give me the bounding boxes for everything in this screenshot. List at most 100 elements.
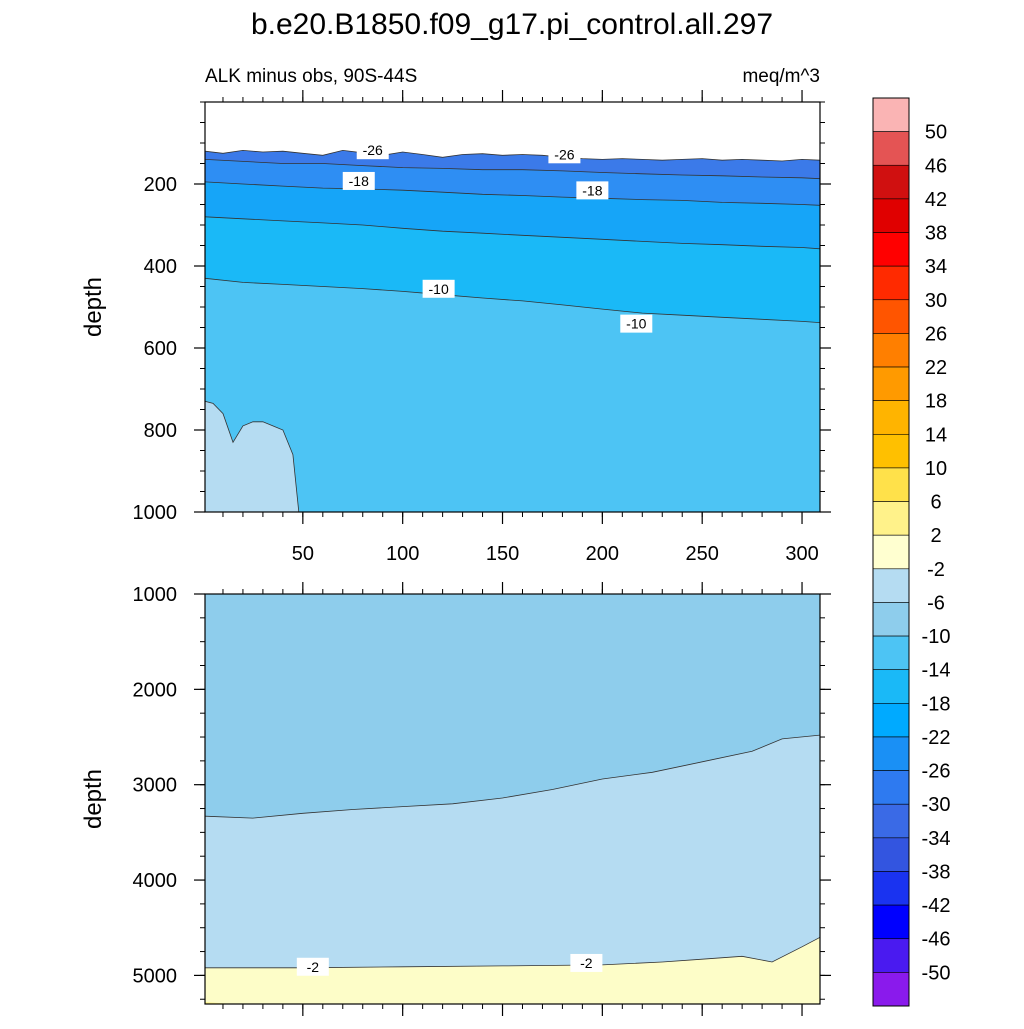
top-panel-contour-2 [205, 181, 820, 206]
top-panel-contour-0 [205, 149, 820, 162]
colorbar-label-10: 10 [925, 458, 947, 480]
colorbar-swatch-4 [872, 232, 910, 267]
colorbar-swatch-22 [872, 837, 910, 872]
top-panel-y-tick-label-2: 600 [144, 338, 177, 360]
bottom-panel-fill-2 [205, 937, 820, 1004]
colorbar-label-24: -46 [922, 929, 951, 951]
colorbar-swatch-23 [872, 871, 910, 906]
colorbar-label-2: 42 [925, 189, 947, 211]
colorbar-label-16: -14 [922, 660, 951, 682]
colorbar-swatch-11 [872, 467, 910, 502]
top-panel-fills [205, 149, 820, 517]
colorbar-swatch-16 [872, 635, 910, 671]
colorbar-swatch-7 [872, 333, 910, 368]
colorbar-label-11: 6 [930, 492, 941, 514]
colorbar-label-5: 30 [925, 290, 947, 312]
colorbar-swatch-26 [872, 972, 910, 1007]
top-panel-contour-label-bg-3 [576, 181, 609, 200]
colorbar-swatch-20 [872, 770, 910, 805]
top-panel-contour-label-3: -18 [582, 182, 602, 198]
bottom-panel-fills [205, 594, 820, 1004]
top-panel-contour-6 [205, 400, 300, 512]
colorbar-swatch-3 [872, 198, 910, 233]
colorbar-swatch-21 [872, 803, 910, 839]
colorbar-swatch-0 [872, 97, 910, 132]
colorbar-swatch-1 [872, 131, 910, 166]
top-panel-x-tick-label-2: 150 [486, 543, 519, 565]
bottom-panel-contour-label-bg-1 [570, 953, 603, 972]
bottom-panel-contour-label-1: -2 [580, 955, 593, 971]
colorbar-label-8: 18 [925, 391, 947, 413]
top-panel-contour-label-bg-2 [342, 171, 375, 190]
top-panel-contour-label-4: -10 [429, 281, 449, 297]
colorbar-swatch-14 [872, 568, 910, 603]
colorbar-frame [872, 97, 910, 1007]
bottom-panel-contour-label-0: -2 [307, 959, 320, 975]
units-label: meq/m^3 [742, 66, 820, 87]
colorbar-label-23: -42 [922, 895, 951, 917]
colorbar-label-4: 34 [925, 256, 947, 278]
bottom-panel-contour-label-bg-0 [296, 957, 329, 976]
top-panel-fill-5 [205, 512, 299, 517]
colorbar-label-13: -2 [927, 559, 945, 581]
colorbar-swatch-6 [872, 299, 910, 334]
colorbar-label-12: 2 [930, 525, 941, 547]
bottom-panel-y-tick-label-1: 2000 [133, 679, 178, 701]
top-panel-x-tick-label-0: 50 [292, 543, 314, 565]
bottom-panel-frame [204, 593, 821, 1005]
colorbar-label-6: 26 [925, 323, 947, 345]
colorbar-label-9: 14 [925, 424, 947, 446]
top-panel-ylabel: depth [80, 277, 107, 337]
colorbar-label-21: -34 [922, 828, 951, 850]
top-panel-contour-label-bg-1 [548, 145, 581, 164]
colorbar-label-0: 50 [925, 122, 947, 144]
top-panel-y-tick-label-4: 1000 [133, 502, 178, 524]
colorbar-swatch-2 [872, 164, 910, 200]
top-panel-x-tick-label-3: 200 [586, 543, 619, 565]
top-panel-contour-label-5: -10 [626, 316, 646, 332]
colorbar-swatch-8 [872, 366, 910, 401]
colorbar-swatch-5 [872, 265, 910, 301]
top-panel-contour-label-bg-4 [422, 279, 455, 298]
top-panel-y-tick-label-1: 400 [144, 256, 177, 278]
colorbar-label-7: 22 [925, 357, 947, 379]
colorbar-swatch-15 [872, 602, 910, 637]
colorbar-swatch-9 [872, 400, 910, 435]
colorbar-label-17: -18 [922, 693, 951, 715]
top-panel-y-tick-label-0: 200 [144, 174, 177, 196]
bottom-panel-y-tick-label-2: 3000 [133, 775, 178, 797]
top-panel-contour-label-2: -18 [349, 173, 369, 189]
colorbar-label-22: -38 [922, 861, 951, 883]
top-panel-contour-label-bg-5 [620, 314, 653, 333]
top-panel-y-tick-label-3: 800 [144, 420, 177, 442]
bottom-panel-contour-1 [205, 734, 820, 819]
colorbar-swatch-25 [872, 938, 910, 973]
colorbar-swatch-13 [872, 534, 910, 570]
colorbar-label-15: -10 [922, 626, 951, 648]
colorbar-label-25: -50 [922, 962, 951, 984]
top-panel-fill-6 [205, 401, 299, 512]
colorbar-label-20: -30 [922, 794, 951, 816]
top-panel-contour-3 [205, 216, 820, 250]
colorbar-swatch-12 [872, 501, 910, 536]
colorbar-label-18: -22 [922, 727, 951, 749]
top-panel-fill-4 [205, 278, 820, 512]
colorbar-swatch-24 [872, 904, 910, 940]
top-panel-contour-4 [205, 277, 820, 323]
bottom-panel-ylabel: depth [80, 769, 107, 829]
top-panel-x-tick-label-4: 250 [686, 543, 719, 565]
top-panel-contour-label-bg-0 [356, 141, 389, 160]
colorbar-swatch-17 [872, 669, 910, 704]
colorbar-swatch-18 [872, 703, 910, 738]
colorbar-swatch-19 [872, 736, 910, 771]
bottom-panel-fill-1 [205, 735, 820, 1004]
chart-title: b.e20.B1850.f09_g17.pi_control.all.297 [251, 8, 773, 41]
top-panel-x-tick-label-5: 300 [785, 543, 818, 565]
top-panel-contour-label-0: -26 [363, 142, 383, 158]
top-panel-contour-1 [205, 159, 820, 180]
colorbar-label-19: -26 [922, 761, 951, 783]
colorbar-swatch-10 [872, 433, 910, 469]
bottom-panel-y-tick-label-4: 5000 [133, 965, 178, 987]
colorbar: 50 46 42 38 34 30 26 22 18 14 10 6 2 -2 -6 -10 -14 -18 -22… [872, 97, 951, 1007]
